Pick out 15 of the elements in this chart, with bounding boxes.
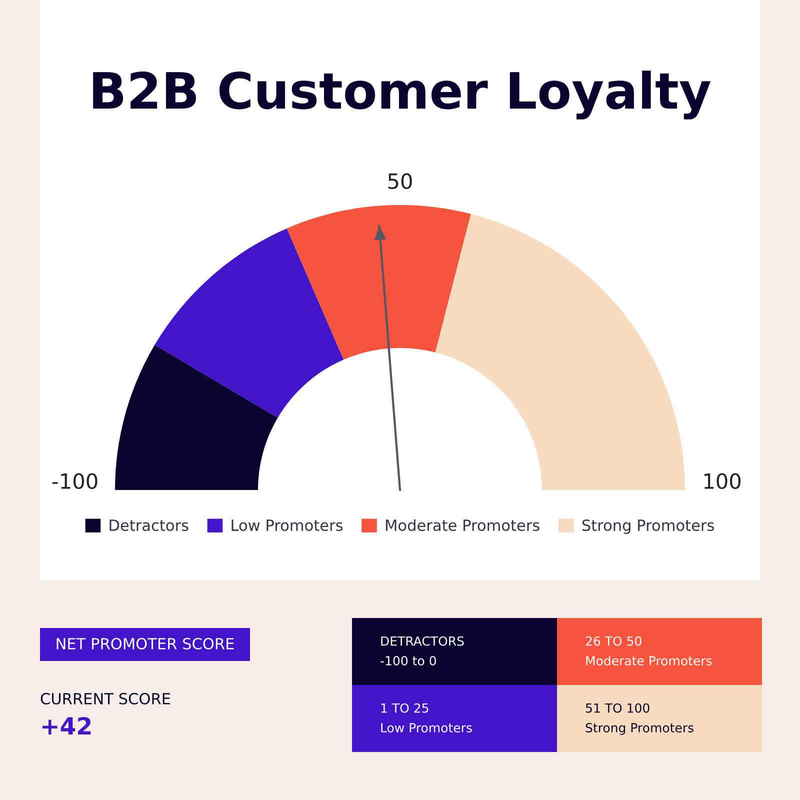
text: 26 TO 50 Moderate Promoters bbox=[586, 636, 712, 666]
text: 50 bbox=[388, 173, 412, 190]
chart-title: B2B Customer Loyalty bbox=[93, 70, 711, 120]
text: 1 TO 25 Low Promoters bbox=[381, 703, 472, 732]
legend-label: Detractors bbox=[110, 520, 188, 532]
text: -100 bbox=[52, 473, 98, 490]
text: 51 TO 100 Strong Promoters bbox=[586, 703, 694, 735]
text: CURRENT SCORE bbox=[40, 692, 170, 704]
text: NET PROMOTER SCORE bbox=[56, 638, 234, 650]
legend-label: Strong Promoters bbox=[582, 519, 714, 534]
legend-label: Moderate Promoters bbox=[386, 519, 540, 532]
text: 100 bbox=[704, 473, 740, 490]
legend-label: Low Promoters bbox=[232, 520, 343, 532]
text: DETRACTORS -100 to 0 bbox=[380, 636, 464, 666]
text: +42 bbox=[42, 716, 91, 735]
